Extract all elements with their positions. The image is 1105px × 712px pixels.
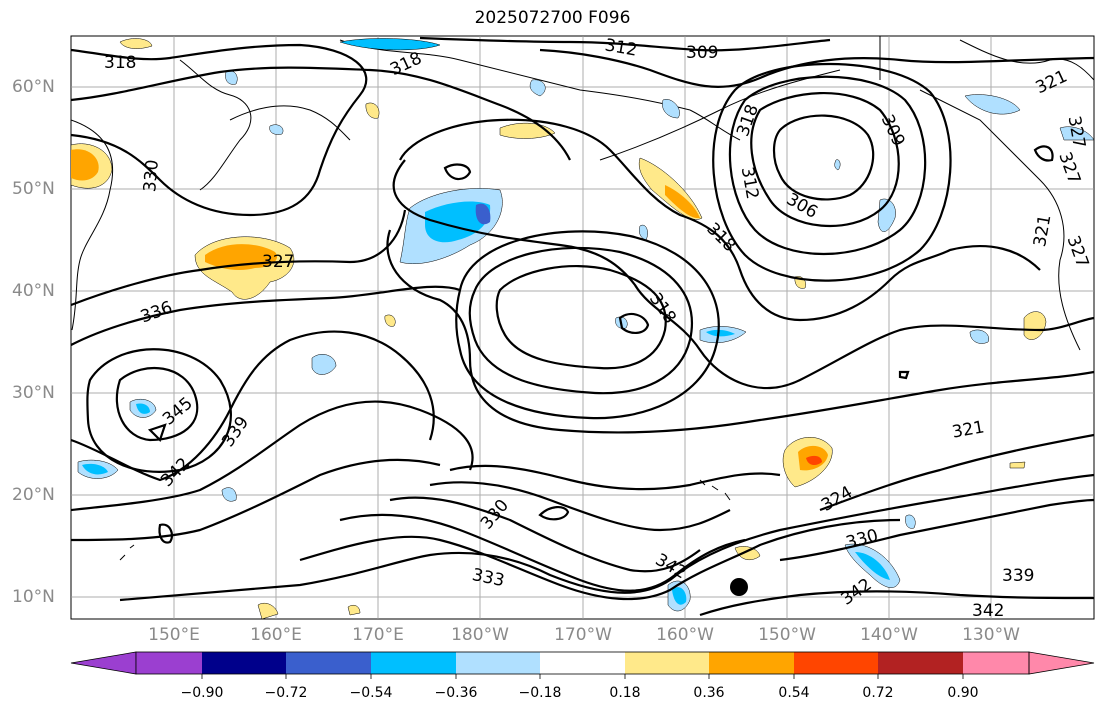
lon-label-150e: 150°E (148, 625, 200, 645)
lon-label-140w: 140°W (860, 625, 918, 645)
map-title: 2025072700 F096 (474, 8, 631, 28)
lon-label-180w: 180°W (451, 625, 509, 645)
contour-label: 309 (686, 43, 718, 63)
colorbar-bin (625, 652, 709, 674)
colorbar-tick-label: 0.36 (693, 685, 725, 701)
colorbar-tick-label: −0.54 (349, 685, 393, 701)
colorbar-tick-label: −0.18 (518, 685, 562, 701)
colorbar-tick-label: −0.72 (264, 685, 308, 701)
colorbar-tick-label: 0.54 (778, 685, 810, 701)
colorbar-bin (286, 652, 371, 674)
colorbar (70, 651, 1095, 679)
colorbar-bin (371, 652, 456, 674)
lat-label-20n: 20°N (12, 485, 55, 505)
colorbar-min-extend (70, 651, 137, 675)
lon-label-160w: 160°W (656, 625, 714, 645)
height-contours (71, 36, 1094, 617)
lon-label-170w: 170°W (554, 625, 612, 645)
lat-label-10n: 10°N (12, 587, 55, 607)
colorbar-tick-label: 0.18 (609, 685, 641, 701)
contour-label: 327 (262, 252, 294, 272)
colorbar-bin (963, 652, 1029, 674)
lon-label-130w: 130°W (962, 625, 1020, 645)
colorbar-bin (794, 652, 878, 674)
lon-label-170e: 170°E (352, 625, 404, 645)
colorbar-tick-label: −0.36 (434, 685, 478, 701)
lat-label-30n: 30°N (12, 383, 55, 403)
contour-label: 339 (1002, 566, 1034, 586)
colorbar-max-extend (1028, 651, 1095, 675)
contour-labels: 318 318 312 309 321 327 327 321 327 330 … (104, 35, 1092, 621)
contour-label: 330 (140, 159, 163, 193)
lat-label-60n: 60°N (12, 77, 55, 97)
coastlines (71, 36, 1094, 561)
colorbar-bin (540, 652, 625, 674)
lon-label-150w: 150°W (758, 625, 816, 645)
shading-negative (77, 38, 1094, 612)
lat-label-50n: 50°N (12, 179, 55, 199)
contour-label: 342 (972, 601, 1004, 621)
lon-label-160e: 160°E (250, 625, 302, 645)
colorbar-tick-label: −0.90 (180, 685, 224, 701)
colorbar-bin (456, 652, 540, 674)
colorbar-tick-label: 0.72 (862, 685, 894, 701)
colorbar-tick-label: 0.90 (947, 685, 979, 701)
colorbar-bin (878, 652, 963, 674)
colorbar-bin (709, 652, 794, 674)
contour-label: 318 (104, 53, 136, 73)
colorbar-bin (136, 652, 202, 674)
colorbar-bin (202, 652, 286, 674)
lat-label-40n: 40°N (12, 281, 55, 301)
location-marker (730, 578, 748, 596)
